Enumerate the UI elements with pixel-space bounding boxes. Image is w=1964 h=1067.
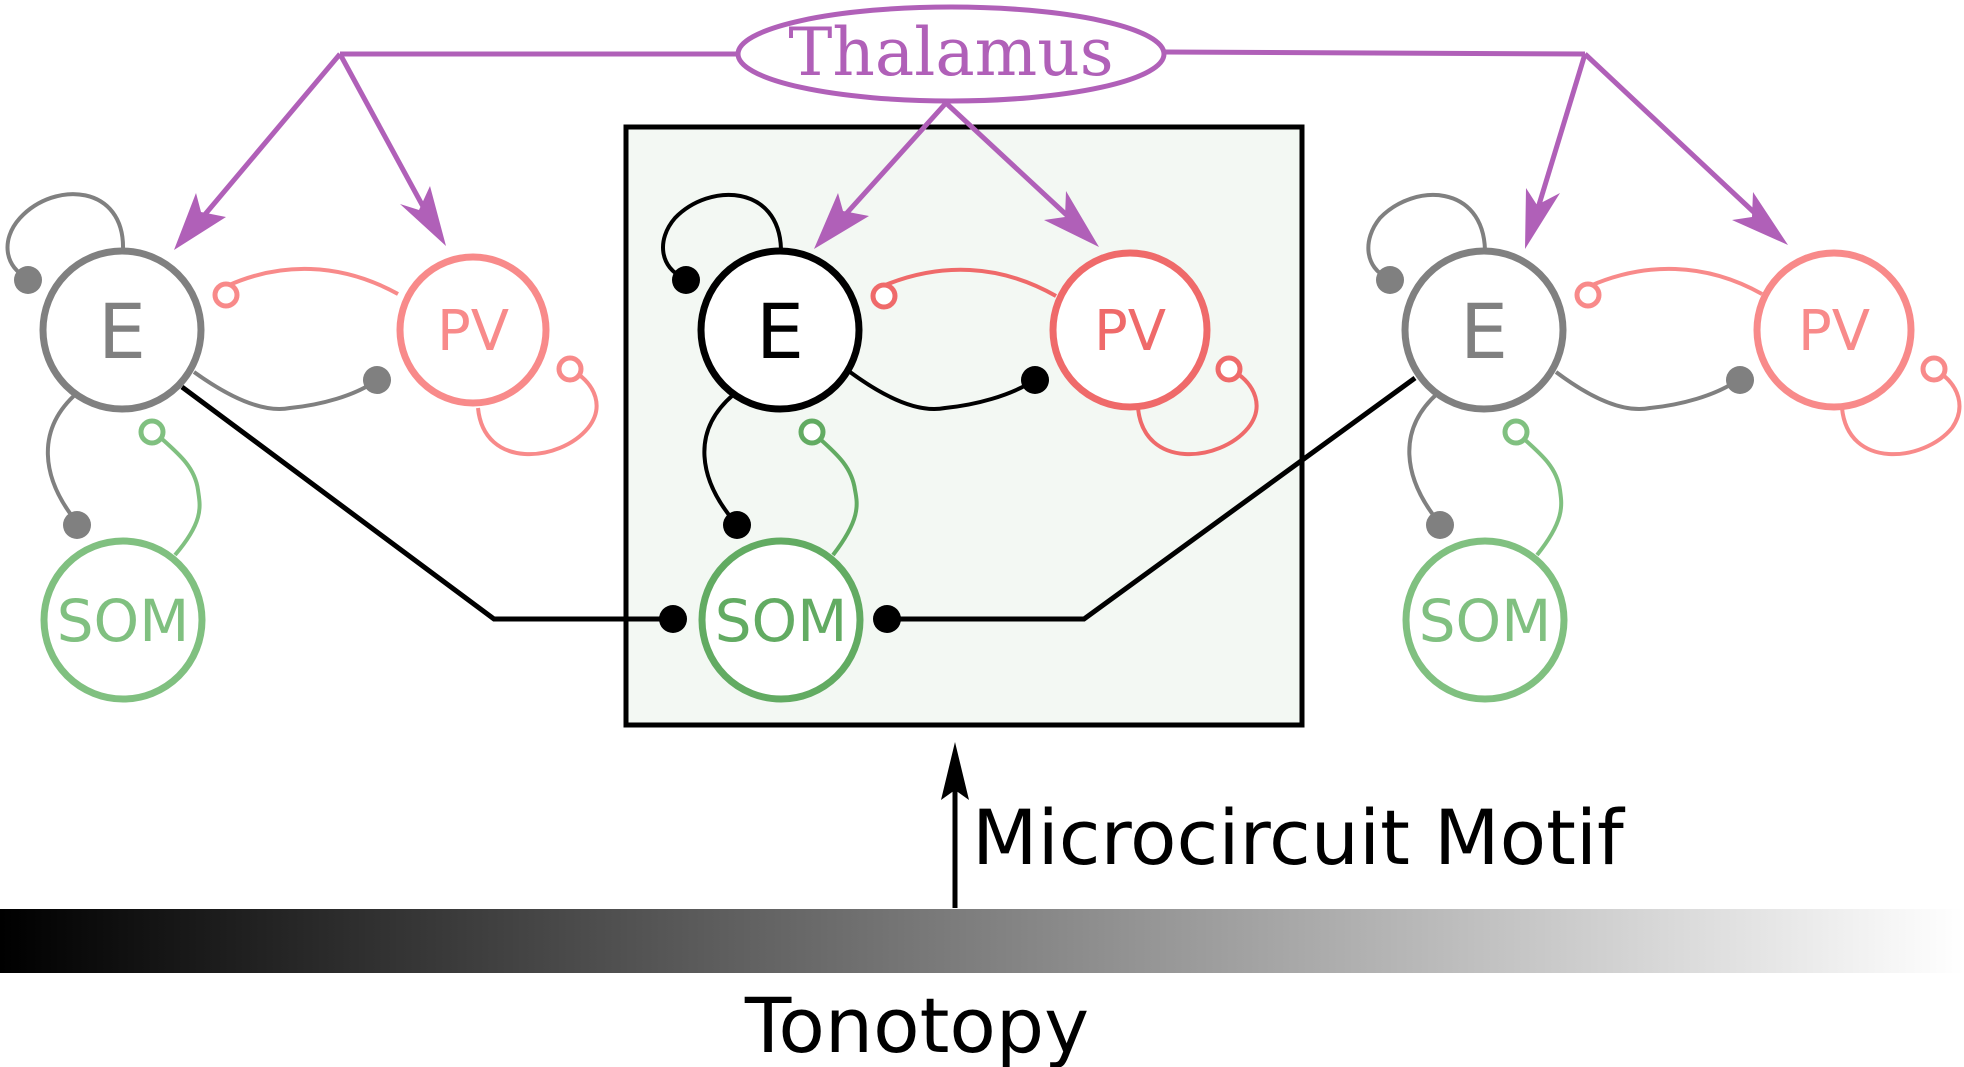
right-pv-self-synapse [1920, 355, 1948, 383]
center-pv-to-e-synapse [870, 282, 898, 310]
thalamus-to-center-pv [944, 101, 1088, 235]
left-pv-to-e-synapse [212, 281, 240, 309]
left-e-to-som [45, 391, 79, 522]
left-e-label: E [98, 287, 146, 376]
right-lateral-synapse [873, 605, 901, 633]
right-som-to-e-synapse [1502, 418, 1530, 446]
arrowhead-left-pv [400, 186, 446, 246]
center-microcircuit: E PV SOM [661, 192, 1259, 703]
tonotopy-label: Tonotopy [744, 981, 1089, 1067]
right-pv-to-e [1589, 266, 1763, 296]
right-e-to-center-som [887, 375, 1417, 622]
left-som-cell [40, 537, 206, 703]
center-e-self-loop [661, 192, 783, 280]
left-pv-self-synapse [556, 355, 584, 383]
thalamus-to-right-e [1528, 53, 1588, 232]
center-som-label: SOM [715, 587, 848, 655]
right-e-cell [1401, 247, 1567, 413]
arrowhead-right-pv [1732, 192, 1788, 245]
arrowhead-center-e [814, 193, 869, 249]
center-e-to-som [702, 393, 735, 522]
center-e-cell [697, 247, 863, 413]
left-e-cell [39, 247, 205, 413]
left-connections [5, 192, 599, 557]
center-e-to-som-synapse [723, 511, 751, 539]
tonotopy-gradient-bar [0, 909, 1964, 973]
center-pv-to-e [882, 267, 1057, 298]
right-e-self-loop [1366, 193, 1487, 280]
left-microcircuit: E PV SOM [5, 192, 599, 703]
right-pv-to-e-synapse [1574, 281, 1602, 309]
center-som-cell [698, 537, 864, 703]
center-pv-self-loop [1136, 368, 1259, 456]
right-e-to-pv [1554, 370, 1740, 411]
right-connections [1366, 193, 1962, 557]
thalamus-node [735, 4, 1167, 104]
left-pv-label: PV [437, 299, 509, 364]
left-e-to-pv [192, 370, 379, 411]
thalamus-right-line [1163, 49, 1586, 57]
left-lateral-synapse [659, 605, 687, 633]
left-som-label: SOM [57, 587, 190, 655]
right-som-label: SOM [1419, 587, 1552, 655]
right-som-to-e [1522, 437, 1564, 557]
left-e-to-center-som [180, 384, 673, 622]
center-pv-cell [1049, 249, 1211, 411]
left-pv-cell [396, 253, 550, 407]
left-pv-self-loop [476, 368, 599, 456]
right-pv-self-loop [1840, 368, 1962, 456]
right-e-label: E [1460, 287, 1508, 376]
center-som-to-e-synapse [798, 418, 826, 446]
motif-label: Microcircuit Motif [972, 793, 1626, 882]
right-som-cell [1402, 537, 1568, 703]
thalamic-arrowheads [174, 186, 1788, 250]
thalamus-label: Thalamus [788, 14, 1113, 91]
motif-arrowhead [941, 742, 969, 800]
center-e-label: E [756, 287, 804, 376]
center-som-to-e [818, 437, 859, 557]
right-e-to-som [1407, 391, 1440, 522]
right-pv-label: PV [1798, 299, 1870, 364]
center-e-to-pv [848, 370, 1037, 411]
left-som-to-e-synapse [138, 418, 166, 446]
center-e-to-pv-synapse [1021, 366, 1049, 394]
left-som-to-e [160, 437, 202, 557]
right-microcircuit: E PV SOM [1366, 193, 1962, 703]
arrowhead-center-pv [1044, 191, 1099, 247]
arrowhead-right-e [1525, 188, 1560, 249]
right-e-to-som-synapse [1426, 511, 1454, 539]
lateral-connections [180, 375, 1417, 622]
arrowhead-left-e [174, 193, 226, 250]
center-pv-label: PV [1094, 299, 1166, 364]
left-e-to-som-synapse [63, 511, 91, 539]
left-pv-to-e [226, 266, 399, 296]
right-pv-cell [1753, 249, 1915, 411]
thalamus-to-left-e [184, 52, 342, 239]
right-e-self-synapse [1376, 266, 1404, 294]
center-pv-self-synapse [1215, 355, 1243, 383]
left-e-self-synapse [14, 266, 42, 294]
left-e-to-pv-synapse [363, 366, 391, 394]
thalamus-to-left-pv [337, 52, 441, 236]
thalamus-to-right-pv [1583, 52, 1777, 234]
center-connections [661, 192, 1259, 557]
right-e-to-pv-synapse [1726, 366, 1754, 394]
left-e-self-loop [5, 192, 126, 280]
center-e-self-synapse [672, 266, 700, 294]
